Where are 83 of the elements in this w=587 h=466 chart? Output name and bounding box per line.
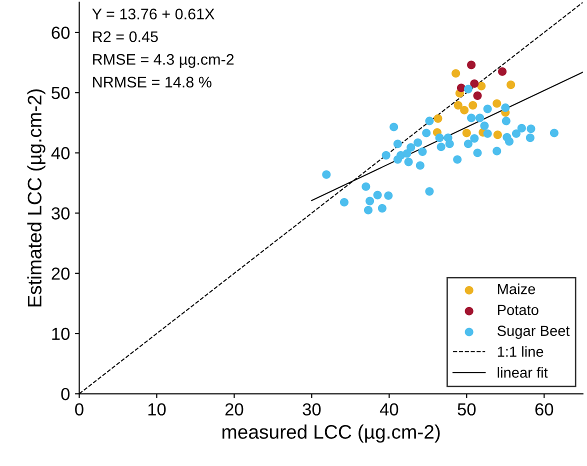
x-tick-label: 0 [75, 403, 84, 416]
point [460, 106, 469, 114]
y-axis-title: Estimated LCC (µg.cm-2) [27, 89, 46, 306]
point [454, 101, 462, 110]
point [467, 114, 476, 122]
y-tick-label: 60 [52, 26, 70, 39]
x-tick-label: 20 [225, 403, 244, 416]
legend-label: Maize [498, 284, 536, 294]
point [364, 206, 373, 214]
point [526, 124, 536, 134]
legend-label: Potato [498, 304, 538, 316]
point [362, 182, 370, 191]
point [476, 114, 484, 122]
point [480, 122, 489, 130]
point [453, 155, 462, 164]
point [422, 128, 431, 138]
point [445, 140, 454, 148]
point [404, 158, 413, 166]
point [456, 84, 466, 92]
point [414, 138, 422, 147]
x-tick-label: 60 [535, 403, 554, 416]
point [425, 187, 434, 196]
point [468, 101, 478, 110]
legend-label: 1:1 line [498, 346, 544, 357]
point [425, 116, 434, 126]
x-tick-label: 10 [148, 403, 166, 416]
point [470, 79, 479, 88]
x-tick-label: 50 [458, 403, 476, 416]
point [526, 134, 534, 142]
x-axis-title: measured LCC (µg.cm-2) [222, 424, 440, 443]
annotation: Y = 13.76 + 0.61X [92, 8, 214, 20]
x-tick-label: 40 [380, 403, 398, 416]
y-tick-label: 10 [52, 328, 70, 340]
point [416, 161, 424, 170]
point [464, 140, 472, 148]
point [390, 122, 398, 132]
point [517, 124, 526, 132]
point [373, 190, 382, 200]
point [434, 114, 442, 123]
point [393, 155, 402, 164]
point [470, 134, 479, 143]
point [393, 140, 402, 148]
legend-label: Sugar Beet [497, 326, 570, 339]
point [366, 196, 374, 206]
y-tick-label: 0 [61, 388, 70, 400]
annotation: R2 = 0.45 [93, 31, 158, 42]
y-tick-label: 50 [52, 86, 70, 100]
point [483, 104, 492, 114]
point [502, 116, 510, 126]
point [492, 99, 502, 108]
point [473, 148, 482, 158]
point [340, 198, 349, 207]
point [382, 151, 390, 160]
point [435, 134, 444, 142]
point [505, 137, 514, 146]
point [501, 103, 510, 112]
point [402, 149, 412, 158]
point [452, 69, 460, 78]
y-tick-label: 20 [52, 267, 70, 280]
point [418, 147, 427, 156]
point [473, 91, 482, 100]
annotation: RMSE = 4.3 µg.cm-2 [93, 54, 234, 68]
point [492, 146, 502, 156]
y-tick-label: 40 [51, 147, 70, 160]
legend-label: linear fit [498, 367, 548, 378]
point [436, 142, 446, 152]
y-tick-label: 30 [52, 207, 70, 220]
point [378, 204, 386, 213]
point [498, 67, 507, 76]
point [550, 128, 559, 138]
point [512, 129, 521, 138]
annotation: NRMSE = 14.8 % [93, 76, 212, 88]
point [464, 84, 472, 94]
point [493, 130, 502, 140]
point [483, 129, 492, 138]
point [384, 191, 393, 200]
point [406, 143, 416, 152]
point [322, 170, 331, 179]
x-tick-label: 30 [302, 403, 321, 416]
point [467, 60, 476, 70]
point [506, 80, 516, 90]
point [477, 82, 486, 90]
point [462, 128, 471, 138]
